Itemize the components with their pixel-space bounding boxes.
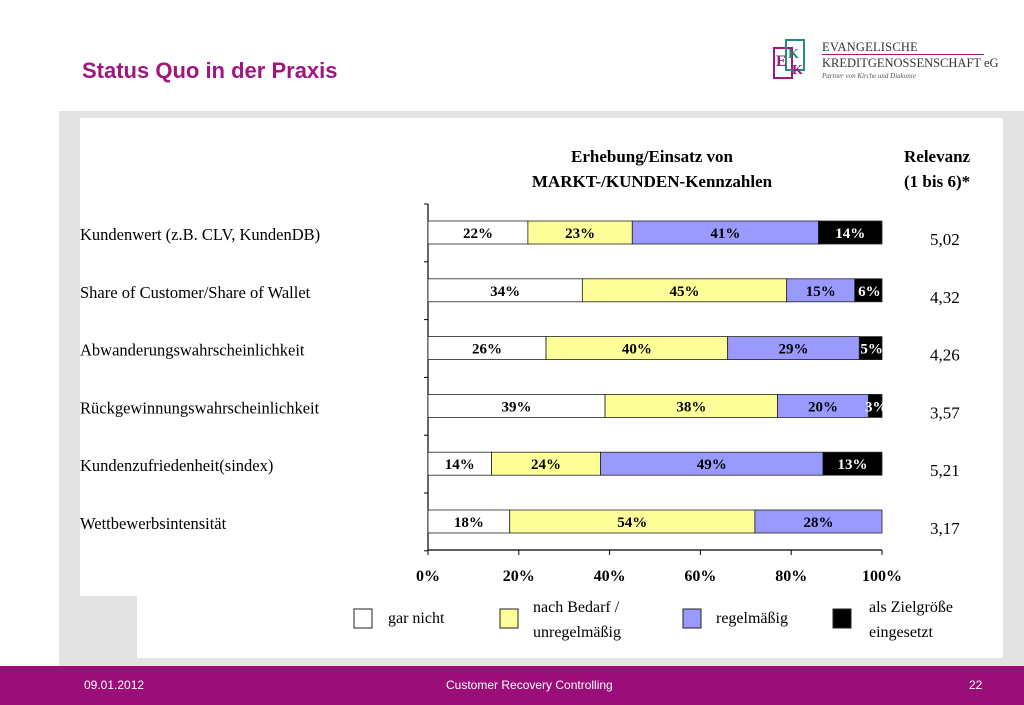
svg-text:E: E [776, 53, 787, 70]
page-title: Status Quo in der Praxis [82, 58, 338, 83]
footer-bar: 09.01.2012 Customer Recovery Controlling… [0, 666, 1024, 705]
logo-rule [822, 54, 984, 55]
logo-line-2: KREDITGENOSSENSCHAFT eG [822, 56, 999, 70]
logo-tagline: Partner von Kirche und Diakonie [822, 72, 916, 80]
company-logo: E K K EVANGELISCHE KREDITGENOSSENSCHAFT … [772, 36, 999, 84]
legend-card [137, 594, 1003, 658]
chart-card [80, 118, 1003, 596]
svg-text:K: K [788, 47, 799, 62]
svg-text:K: K [792, 63, 803, 78]
footer-title: Customer Recovery Controlling [446, 678, 613, 692]
footer-page-number: 22 [969, 678, 983, 692]
logo-mark-icon: E K K [773, 39, 805, 79]
footer-date: 09.01.2012 [84, 678, 145, 692]
logo-line-1: EVANGELISCHE [822, 40, 918, 54]
